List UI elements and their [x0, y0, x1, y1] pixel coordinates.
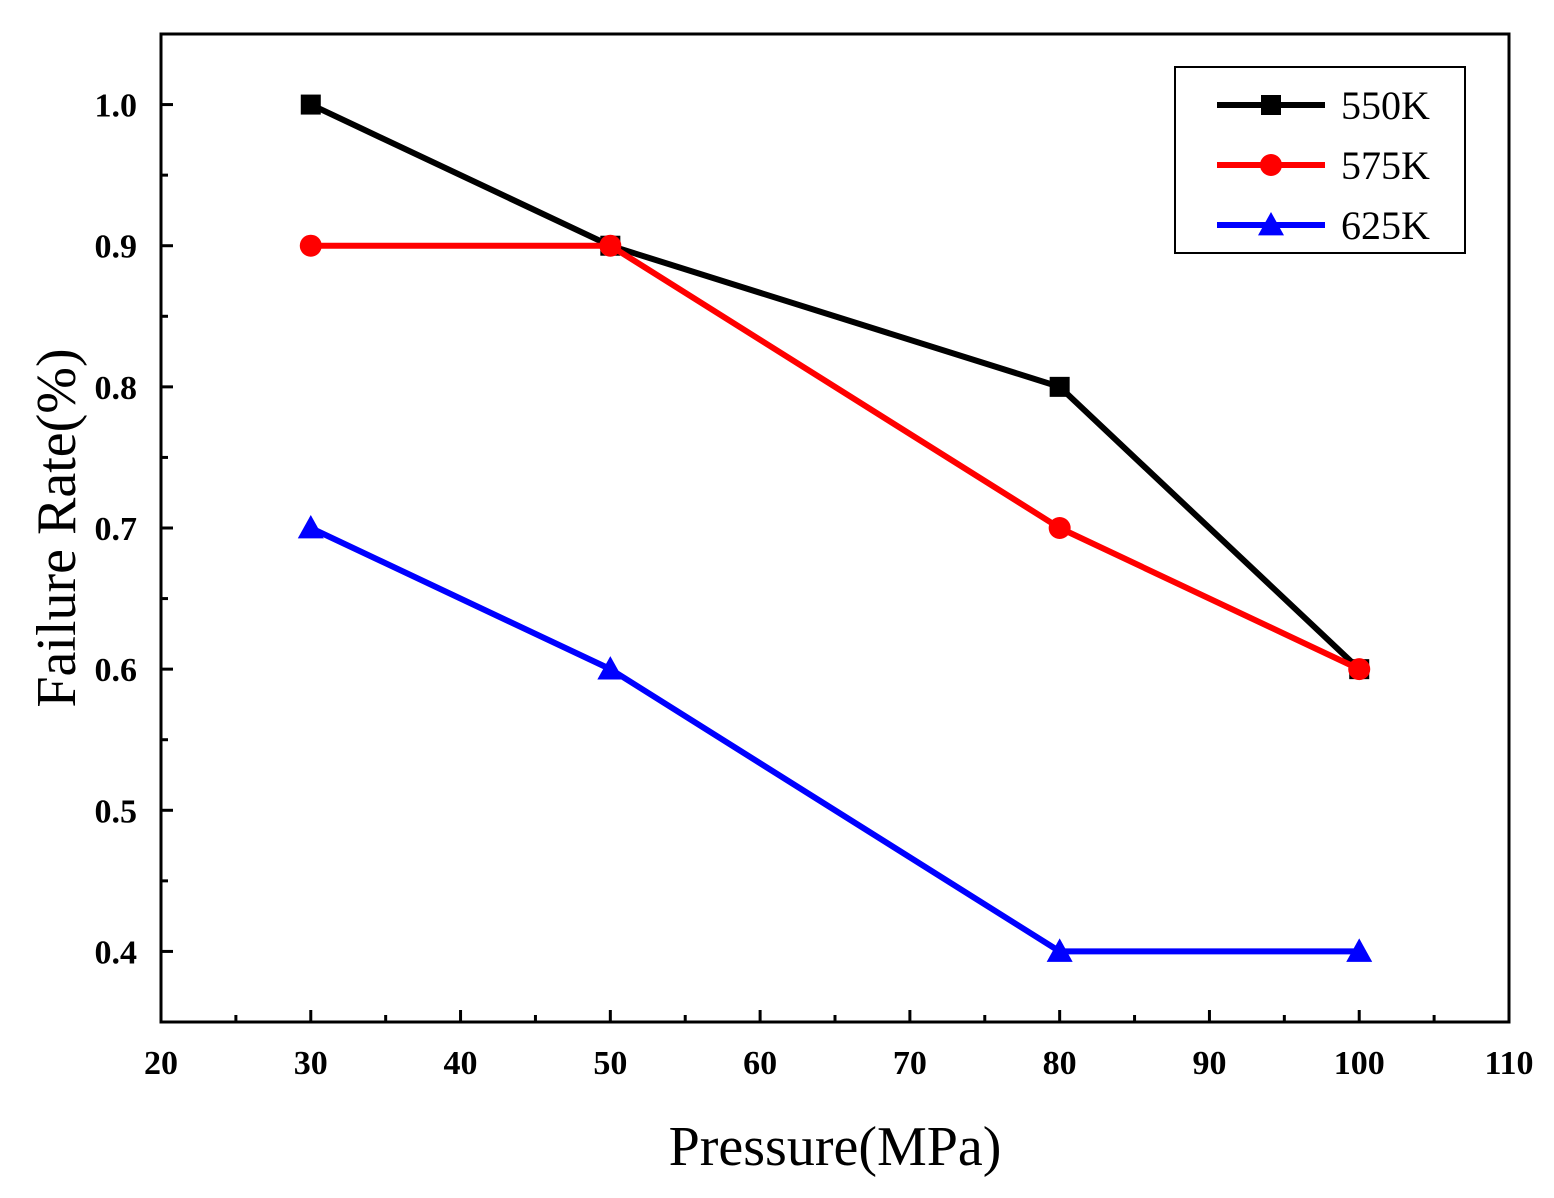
x-tick-label: 90: [1192, 1045, 1226, 1082]
x-tick-label: 30: [294, 1045, 328, 1082]
x-tick-label: 50: [593, 1045, 627, 1082]
legend-item: 550K: [1217, 83, 1430, 128]
data-point-550K: [300, 94, 321, 115]
series-575K: [299, 234, 1371, 681]
data-point-575K: [1348, 658, 1371, 681]
x-tick-label: 100: [1334, 1045, 1385, 1082]
x-tick-label: 20: [144, 1045, 178, 1082]
data-point-575K: [1048, 517, 1071, 539]
y-tick-label: 0.4: [95, 934, 138, 971]
legend-item: 625K: [1217, 203, 1430, 248]
series-625K: [297, 515, 1373, 962]
y-axis-title: Failure Rate(%): [26, 348, 88, 707]
x-tick-label: 60: [743, 1045, 777, 1082]
data-point-625K: [1046, 938, 1073, 962]
data-point-625K: [1346, 938, 1373, 962]
legend-item: 575K: [1217, 143, 1430, 188]
y-tick-label: 0.9: [95, 229, 138, 266]
legend-label: 575K: [1341, 143, 1430, 188]
legend-label: 625K: [1341, 203, 1430, 248]
data-point-625K: [597, 656, 624, 680]
legend-marker: [1260, 154, 1282, 176]
series-line-550K: [309, 101, 1362, 672]
legend-label: 550K: [1341, 83, 1430, 128]
y-tick-label: 0.7: [95, 511, 138, 548]
x-tick-label: 40: [444, 1045, 478, 1082]
y-tick-label: 0.8: [95, 370, 138, 407]
data-point-625K: [297, 515, 324, 539]
data-point-575K: [599, 234, 622, 257]
y-tick-label: 0.5: [95, 793, 138, 830]
legend-marker: [1258, 212, 1284, 236]
x-axis-title: Pressure(MPa): [669, 1116, 1002, 1178]
data-point-550K: [1049, 376, 1070, 397]
data-point-575K: [299, 234, 322, 257]
series-line-625K: [309, 525, 1360, 955]
series-line-575K: [310, 242, 1361, 672]
x-tick-label: 80: [1043, 1045, 1077, 1082]
x-tick-label: 70: [893, 1045, 927, 1082]
legend-marker: [1261, 95, 1281, 115]
y-tick-label: 1.0: [95, 88, 138, 125]
y-tick-label: 0.6: [95, 652, 138, 689]
x-tick-label: 110: [1484, 1045, 1533, 1082]
